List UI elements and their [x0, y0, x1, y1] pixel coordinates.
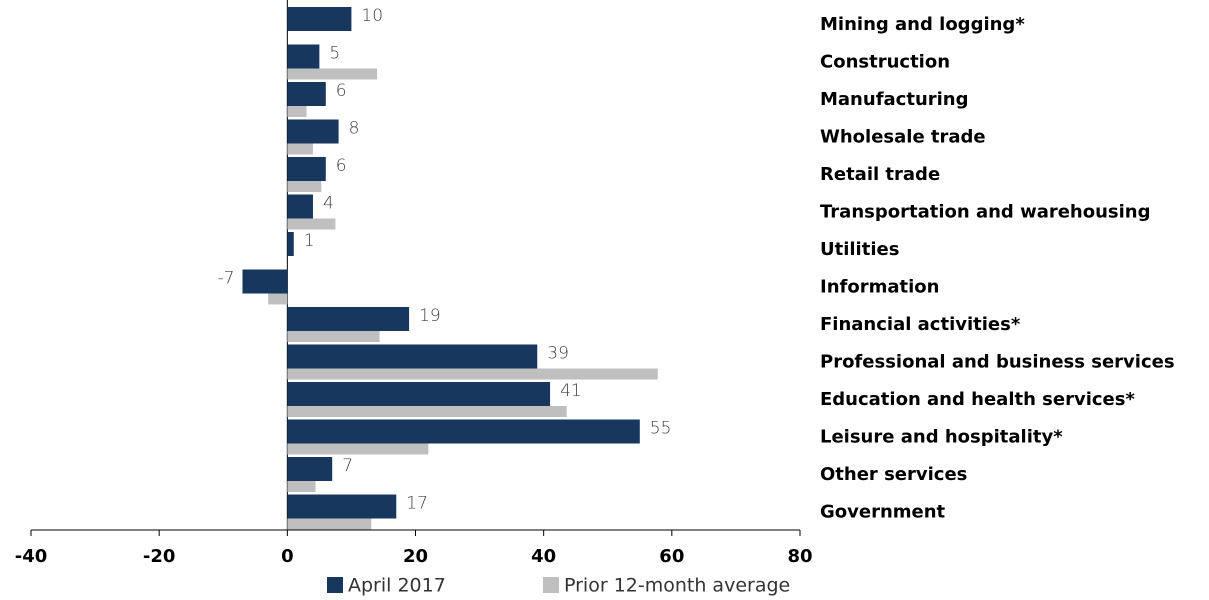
bar	[287, 481, 316, 492]
bar	[287, 181, 322, 192]
bar	[287, 443, 429, 455]
value-label: 6	[336, 81, 347, 101]
category-label: Utilities	[820, 239, 899, 260]
bar	[287, 307, 410, 331]
bar	[287, 518, 372, 530]
bar	[287, 368, 658, 380]
legend-swatch	[327, 577, 343, 593]
bar	[287, 382, 551, 406]
x-tick-label: 40	[531, 546, 556, 567]
value-label: 6	[336, 156, 347, 176]
value-label: 55	[650, 419, 672, 439]
category-label: Transportation and warehousing	[820, 202, 1151, 223]
value-label: 39	[547, 344, 569, 364]
bar	[287, 194, 313, 219]
value-label: 5	[329, 44, 340, 64]
x-tick-label: -20	[143, 546, 176, 567]
category-label: Other services	[820, 464, 967, 485]
bar	[287, 406, 567, 417]
bar	[287, 157, 326, 181]
bar	[268, 293, 288, 305]
bar	[287, 419, 640, 444]
value-label: 8	[349, 119, 360, 139]
category-label: Mining and logging*	[820, 14, 1025, 35]
value-label: 1	[304, 231, 315, 251]
category-label: Leisure and hospitality*	[820, 427, 1063, 448]
legend-swatch	[543, 577, 559, 593]
bar	[287, 457, 333, 481]
x-tick-label: -40	[15, 546, 48, 567]
bar	[287, 82, 326, 106]
bar	[287, 106, 307, 117]
category-label: Retail trade	[820, 164, 940, 185]
x-tick-label: 80	[787, 546, 812, 567]
bar	[287, 7, 352, 31]
value-label: -7	[218, 269, 235, 289]
x-tick-label: 60	[659, 546, 684, 567]
bar	[242, 269, 288, 294]
value-label: 4	[323, 194, 334, 214]
category-label: Education and health services*	[820, 389, 1135, 410]
category-label: Government	[820, 502, 946, 523]
bar	[287, 331, 380, 342]
bar	[287, 344, 538, 369]
value-label: 10	[361, 6, 383, 26]
category-label: Manufacturing	[820, 89, 969, 110]
legend-label: April 2017	[348, 575, 446, 597]
bar	[287, 143, 313, 155]
bar	[287, 119, 339, 144]
value-label: 41	[560, 381, 582, 401]
value-label: 7	[342, 456, 353, 476]
category-label: Professional and business services	[820, 352, 1175, 373]
bar	[287, 44, 320, 69]
bar	[287, 68, 378, 80]
value-label: 19	[419, 306, 441, 326]
category-label: Information	[820, 277, 939, 298]
x-tick-label: 0	[281, 546, 294, 567]
category-label: Construction	[820, 52, 950, 73]
bar	[287, 494, 397, 519]
bar	[287, 232, 294, 256]
category-label: Financial activities*	[820, 314, 1021, 335]
category-label: Wholesale trade	[820, 127, 986, 148]
value-label: 17	[406, 494, 428, 514]
bar	[287, 218, 336, 230]
legend-label: Prior 12-month average	[564, 575, 790, 597]
x-tick-label: 20	[403, 546, 428, 567]
